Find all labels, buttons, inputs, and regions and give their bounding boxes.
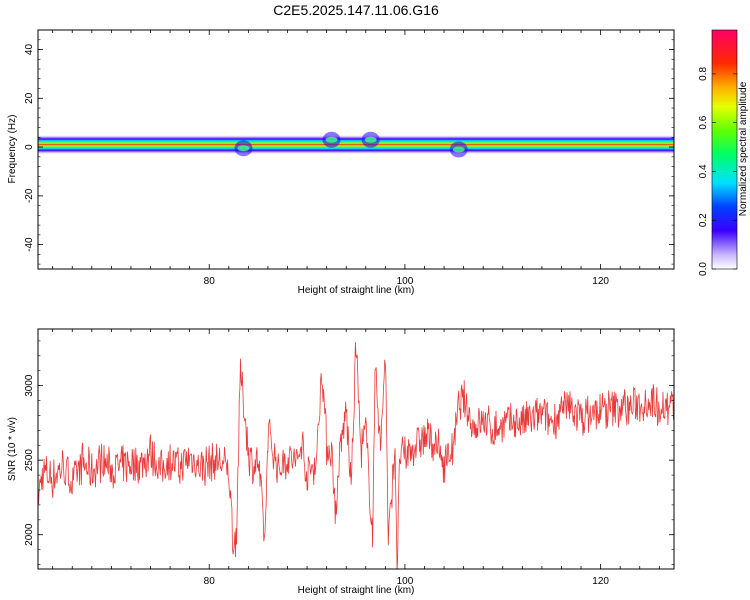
- y-tick-label: -20: [24, 188, 35, 203]
- figure-title: C2E5.2025.147.11.06.G16: [273, 2, 439, 18]
- colorbar: 0.0 0.2 0.4 0.6 0.8 Normalized spectral ampl…: [698, 29, 749, 276]
- colorbar-gradient: [712, 30, 737, 269]
- spectrogram-ylabel: Frequency (Hz): [7, 115, 18, 184]
- y-tick-label: 40: [24, 44, 35, 56]
- x-tick-label: 120: [592, 276, 609, 287]
- y-tick-label: 20: [24, 92, 35, 104]
- snr-series-line: [38, 342, 674, 569]
- band-feature-core: [237, 145, 250, 152]
- snr-ticks: 80 100 120 2000 2500 3000: [24, 329, 674, 587]
- spectrogram-ticks: 80 100 120 -40 -20 0 20 40: [24, 29, 674, 287]
- y-tick-label: 3000: [24, 374, 35, 397]
- spectrogram-xlabel: Height of straight line (km): [298, 285, 415, 296]
- colorbar-tick-label: 0.6: [698, 115, 709, 129]
- colorbar-tick-label: 0.2: [698, 213, 709, 227]
- snr-frame: [37, 328, 675, 570]
- snr-panel: 80 100 120 2000 2500 3000 Height of straight …: [7, 328, 675, 596]
- colorbar-tick-label: 0.8: [698, 67, 709, 81]
- spectrogram-panel: 80 100 120 -40 -20 0 20 40 Height of straight l…: [7, 29, 675, 296]
- spectral-band: [38, 134, 674, 155]
- band-feature-core: [364, 136, 377, 143]
- band-feature-core: [452, 146, 465, 153]
- snr-ylabel: SNR (10 * v/v): [7, 417, 18, 481]
- spectrogram-frame: [37, 29, 675, 270]
- colorbar-tick-label: 0.4: [698, 164, 709, 178]
- x-tick-label: 80: [204, 276, 216, 287]
- colorbar-tick-label: 0.0: [698, 262, 709, 276]
- spectrogram-data: [38, 131, 674, 158]
- y-tick-label: 0: [24, 144, 35, 150]
- colorbar-ticks: 0.0 0.2 0.4 0.6 0.8: [698, 67, 737, 276]
- snr-xlabel: Height of straight line (km): [298, 585, 415, 596]
- snr-data: [38, 342, 674, 569]
- x-tick-label: 100: [397, 576, 414, 587]
- x-tick-label: 100: [397, 276, 414, 287]
- y-tick-label: 2500: [24, 449, 35, 472]
- y-tick-label: -40: [24, 237, 35, 252]
- x-tick-label: 120: [592, 576, 609, 587]
- colorbar-frame: [711, 29, 738, 270]
- band-feature-core: [325, 136, 338, 143]
- y-tick-label: 2000: [24, 523, 35, 546]
- x-tick-label: 80: [204, 576, 216, 587]
- colorbar-label: Normalized spectral amplitude: [738, 81, 749, 216]
